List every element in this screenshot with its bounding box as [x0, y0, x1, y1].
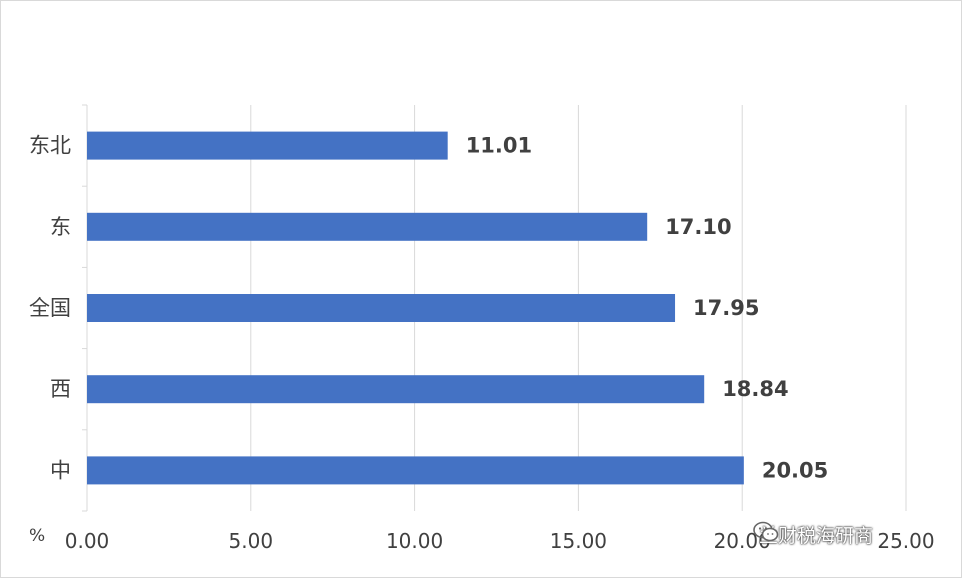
category-label: 中: [50, 458, 71, 482]
bar: [87, 294, 676, 322]
data-label: 17.10: [665, 215, 731, 239]
data-label: 20.05: [762, 458, 828, 482]
x-tick-labels: 0.00 5.00 10.00 15.00 20.00 25.00: [65, 529, 935, 553]
data-label: 18.84: [722, 377, 788, 401]
x-tick-label: 0.00: [65, 529, 110, 553]
data-label: 11.01: [466, 134, 532, 158]
bar: [87, 212, 648, 241]
bar: [87, 375, 705, 404]
x-tick-label: 15.00: [550, 529, 607, 553]
bar: [87, 456, 744, 485]
watermark: 兰财税海研商: [753, 521, 873, 548]
bars: [87, 131, 744, 485]
category-axis: [82, 104, 88, 512]
category-label: 东: [50, 215, 71, 239]
category-label: 全国: [29, 296, 71, 320]
x-tick-label: 10.00: [386, 529, 443, 553]
x-tick-label: 5.00: [229, 529, 274, 553]
bar: [87, 131, 448, 160]
x-tick-label: 25.00: [877, 529, 934, 553]
category-label: 东北: [29, 134, 71, 158]
category-label: 西: [50, 377, 71, 401]
x-unit-label: %: [29, 526, 45, 546]
watermark-text: 兰财税海研商: [759, 525, 874, 547]
data-label: 17.95: [693, 296, 759, 320]
x-tick-label: 20.00: [714, 529, 771, 553]
data-labels: 11.01 17.10 17.95 18.84 20.05: [466, 134, 829, 483]
